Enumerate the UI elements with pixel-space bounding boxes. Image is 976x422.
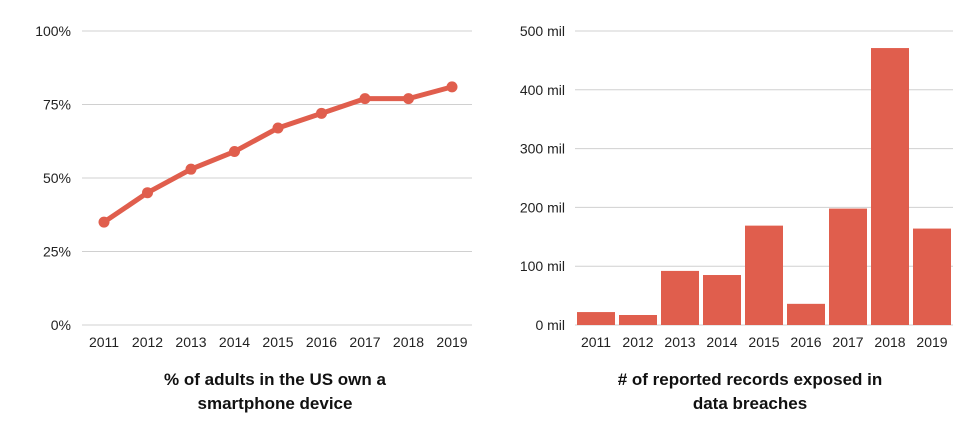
bar	[661, 270, 699, 325]
line-chart-title-line-2: smartphone device	[197, 394, 353, 413]
bar	[577, 312, 615, 325]
data-point	[142, 187, 153, 199]
bar	[787, 303, 825, 325]
x-tick-label: 2013	[664, 334, 695, 350]
bar-chart-title: # of reported records exposed in data br…	[550, 368, 950, 416]
x-tick-label: 2019	[916, 334, 947, 350]
x-tick-label: 2011	[581, 334, 611, 350]
x-tick-label: 2014	[219, 334, 250, 350]
bar	[745, 225, 783, 325]
x-tick-label: 2012	[132, 334, 163, 350]
y-tick-label: 200 mil	[520, 199, 565, 215]
data-point	[98, 216, 110, 228]
data-point	[403, 93, 414, 105]
bar-chart-title-line-2: data breaches	[692, 394, 808, 413]
data-point	[272, 122, 284, 134]
x-tick-label: 2016	[306, 334, 337, 350]
line-chart-title-line-1: % of adults in the US own a	[164, 370, 386, 389]
y-tick-label: 0 mil	[535, 317, 565, 333]
x-tick-label: 2017	[349, 334, 380, 350]
bar	[703, 275, 741, 325]
x-tick-label: 2011	[89, 334, 119, 350]
bar	[913, 228, 951, 325]
x-tick-label: 2015	[262, 334, 293, 350]
bar-chart-title-line-1: # of reported records exposed in	[617, 370, 883, 389]
bar	[619, 315, 657, 325]
y-tick-label: 300 mil	[520, 141, 565, 157]
x-tick-label: 2017	[832, 334, 863, 350]
x-tick-label: 2015	[748, 334, 779, 350]
data-point	[229, 146, 240, 158]
y-tick-label: 400 mil	[520, 82, 565, 98]
y-tick-label: 75%	[43, 97, 71, 113]
y-tick-label: 0%	[51, 317, 71, 333]
y-tick-label: 50%	[43, 170, 71, 186]
x-tick-label: 2012	[622, 334, 653, 350]
bar	[871, 48, 909, 325]
line-chart-title: % of adults in the US own a smartphone d…	[80, 368, 470, 416]
x-tick-label: 2019	[436, 334, 467, 350]
data-point	[446, 81, 458, 93]
data-point	[185, 163, 197, 175]
data-point	[316, 107, 327, 119]
y-tick-label: 500 mil	[520, 23, 565, 39]
bar	[829, 208, 867, 325]
y-tick-label: 100%	[35, 23, 71, 39]
x-tick-label: 2013	[175, 334, 206, 350]
x-tick-label: 2016	[790, 334, 821, 350]
x-tick-label: 2014	[706, 334, 737, 350]
data-point	[359, 93, 371, 105]
x-tick-label: 2018	[393, 334, 424, 350]
x-tick-label: 2018	[874, 334, 905, 350]
y-tick-label: 100 mil	[520, 258, 565, 274]
y-tick-label: 25%	[43, 244, 71, 260]
